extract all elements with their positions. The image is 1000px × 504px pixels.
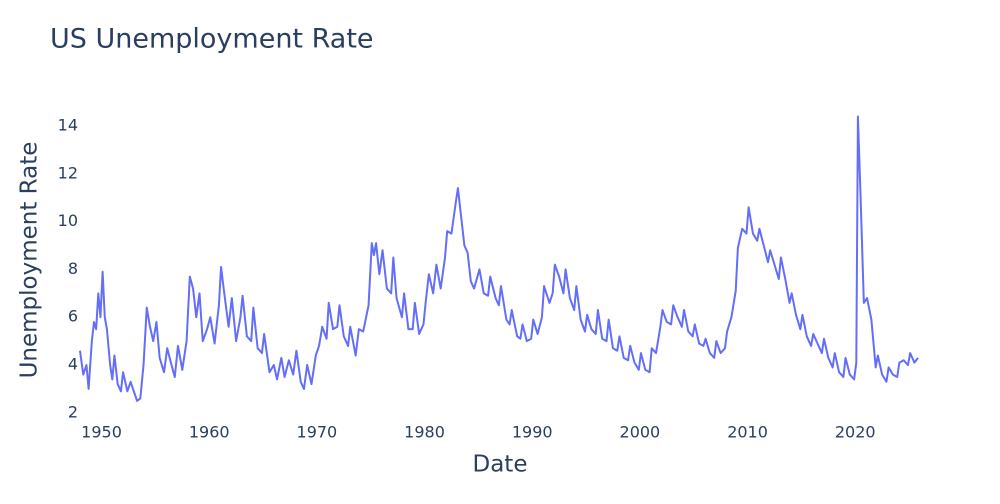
y-tick-label: 2 [68, 402, 78, 421]
chart-title: US Unemployment Rate [50, 24, 374, 55]
x-tick-label: 1990 [512, 423, 553, 442]
x-tick-label: 2010 [727, 423, 768, 442]
x-tick-label: 1970 [297, 423, 338, 442]
y-tick-label: 14 [58, 116, 78, 135]
y-axis-title: Unemployment Rate [17, 142, 43, 379]
x-tick-label: 1980 [404, 423, 445, 442]
x-tick-label: 2000 [620, 423, 661, 442]
y-tick-label: 10 [58, 211, 78, 230]
y-tick-label: 12 [58, 163, 78, 182]
line-series [79, 115, 919, 402]
y-tick-label: 6 [68, 307, 78, 326]
y-tick-label: 8 [68, 259, 78, 278]
x-tick-label: 2020 [835, 423, 876, 442]
x-axis-title: Date [473, 452, 528, 478]
x-tick-label: 1960 [189, 423, 230, 442]
y-tick-label: 4 [68, 355, 78, 374]
x-tick-label: 1950 [81, 423, 122, 442]
